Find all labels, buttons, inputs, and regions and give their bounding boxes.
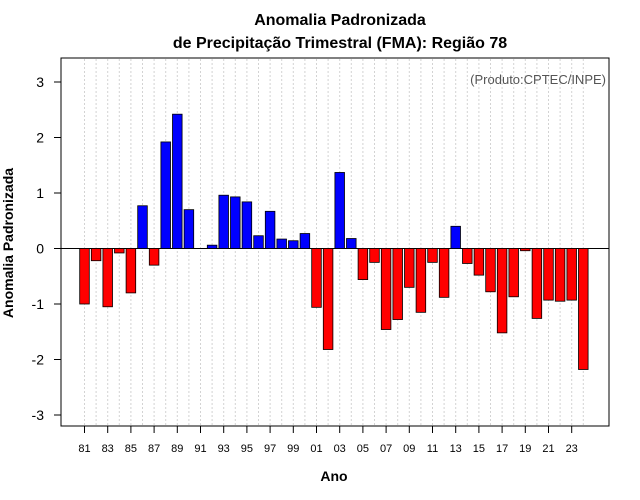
x-tick-label: 23 (566, 443, 578, 455)
bar-2000 (299, 233, 311, 249)
chart-title: Anomalia Padronizada (254, 12, 426, 29)
grid (84, 59, 584, 425)
y-tick-label: 0 (36, 241, 44, 257)
bar-2024 (578, 248, 589, 370)
x-tick-label: 81 (78, 443, 90, 455)
bar-2001 (311, 248, 322, 308)
chart-subtitle: de Precipitação Trimestral (FMA): Região… (173, 35, 507, 52)
x-tick-label: 09 (403, 443, 415, 455)
y-tick-label: -1 (32, 296, 45, 312)
bar-1999 (288, 240, 299, 249)
x-tick-label: 95 (241, 443, 253, 455)
bar-2002 (322, 248, 334, 350)
product-credit: (Produto:CPTEC/INPE) (470, 72, 606, 87)
bar-2006 (369, 248, 380, 263)
bar-1985 (125, 248, 137, 294)
bar-2007 (380, 248, 392, 330)
bar-1983 (102, 248, 113, 308)
bar-2011 (427, 248, 438, 263)
bars (79, 113, 589, 370)
bar-1994 (230, 196, 241, 249)
bar-1982 (90, 248, 102, 262)
bar-1996 (253, 235, 264, 249)
bar-1993 (218, 194, 229, 249)
bar-1987 (148, 248, 160, 266)
x-tick-label: 19 (519, 443, 531, 455)
bar-2005 (357, 248, 369, 280)
bar-2009 (404, 248, 415, 288)
x-tick-label: 13 (450, 443, 462, 455)
bar-1989 (172, 113, 183, 249)
x-tick-label: 93 (218, 443, 230, 455)
x-tick-label: 11 (427, 443, 438, 455)
bar-1984 (114, 248, 125, 254)
bar-2014 (462, 248, 473, 264)
x-tick-label: 15 (473, 443, 485, 455)
bar-1998 (276, 238, 287, 249)
bar-2012 (438, 248, 450, 298)
bar-2018 (508, 248, 519, 298)
bar-2013 (450, 225, 461, 249)
bar-1997 (264, 210, 276, 249)
bar-2003 (334, 172, 345, 249)
x-tick-label: 01 (310, 443, 322, 455)
bar-2016 (485, 248, 496, 293)
x-tick-label: 05 (357, 443, 369, 455)
bar-1986 (137, 205, 148, 249)
y-tick-label: 3 (36, 74, 44, 90)
y-axis: -3 -2 -1 0 1 2 3 (32, 74, 61, 423)
x-tick-label: 99 (287, 443, 299, 455)
x-tick-label: 21 (542, 443, 554, 455)
plot-frame (60, 57, 610, 427)
x-tick-label: 89 (171, 443, 183, 455)
bar-2008 (392, 248, 403, 320)
x-tick-label: 83 (102, 443, 114, 455)
y-tick-label: 2 (36, 130, 44, 146)
bar-1981 (79, 248, 90, 305)
bar-2020 (531, 248, 543, 319)
bar-1988 (160, 141, 171, 249)
x-tick-label: 91 (194, 443, 206, 455)
bar-2010 (415, 248, 427, 313)
bar-2023 (566, 248, 577, 301)
x-axis-label: Ano (320, 468, 347, 484)
y-tick-label: -2 (32, 352, 45, 368)
bar-2004 (346, 238, 357, 249)
bar-1995 (241, 201, 253, 249)
bar-1990 (183, 209, 195, 249)
y-axis-label: Anomalia Padronizada (0, 168, 16, 318)
bar-2022 (554, 248, 566, 302)
y-tick-label: -3 (32, 407, 45, 423)
x-tick-label: 17 (496, 443, 508, 455)
bar-2021 (543, 248, 554, 301)
bar-2019 (520, 248, 531, 252)
x-tick-label: 07 (380, 443, 392, 455)
bar-1992 (206, 244, 218, 249)
x-tick-label: 03 (334, 443, 346, 455)
x-axis: 81 83 85 87 89 91 93 95 97 99 01 03 05 07 09 11 13 15 17 19… (78, 426, 578, 455)
x-tick-label: 97 (264, 443, 276, 455)
x-tick-label: 85 (125, 443, 137, 455)
bar-2015 (473, 248, 485, 276)
x-tick-label: 87 (148, 443, 160, 455)
bar-2017 (496, 248, 508, 334)
y-tick-label: 1 (36, 185, 44, 201)
